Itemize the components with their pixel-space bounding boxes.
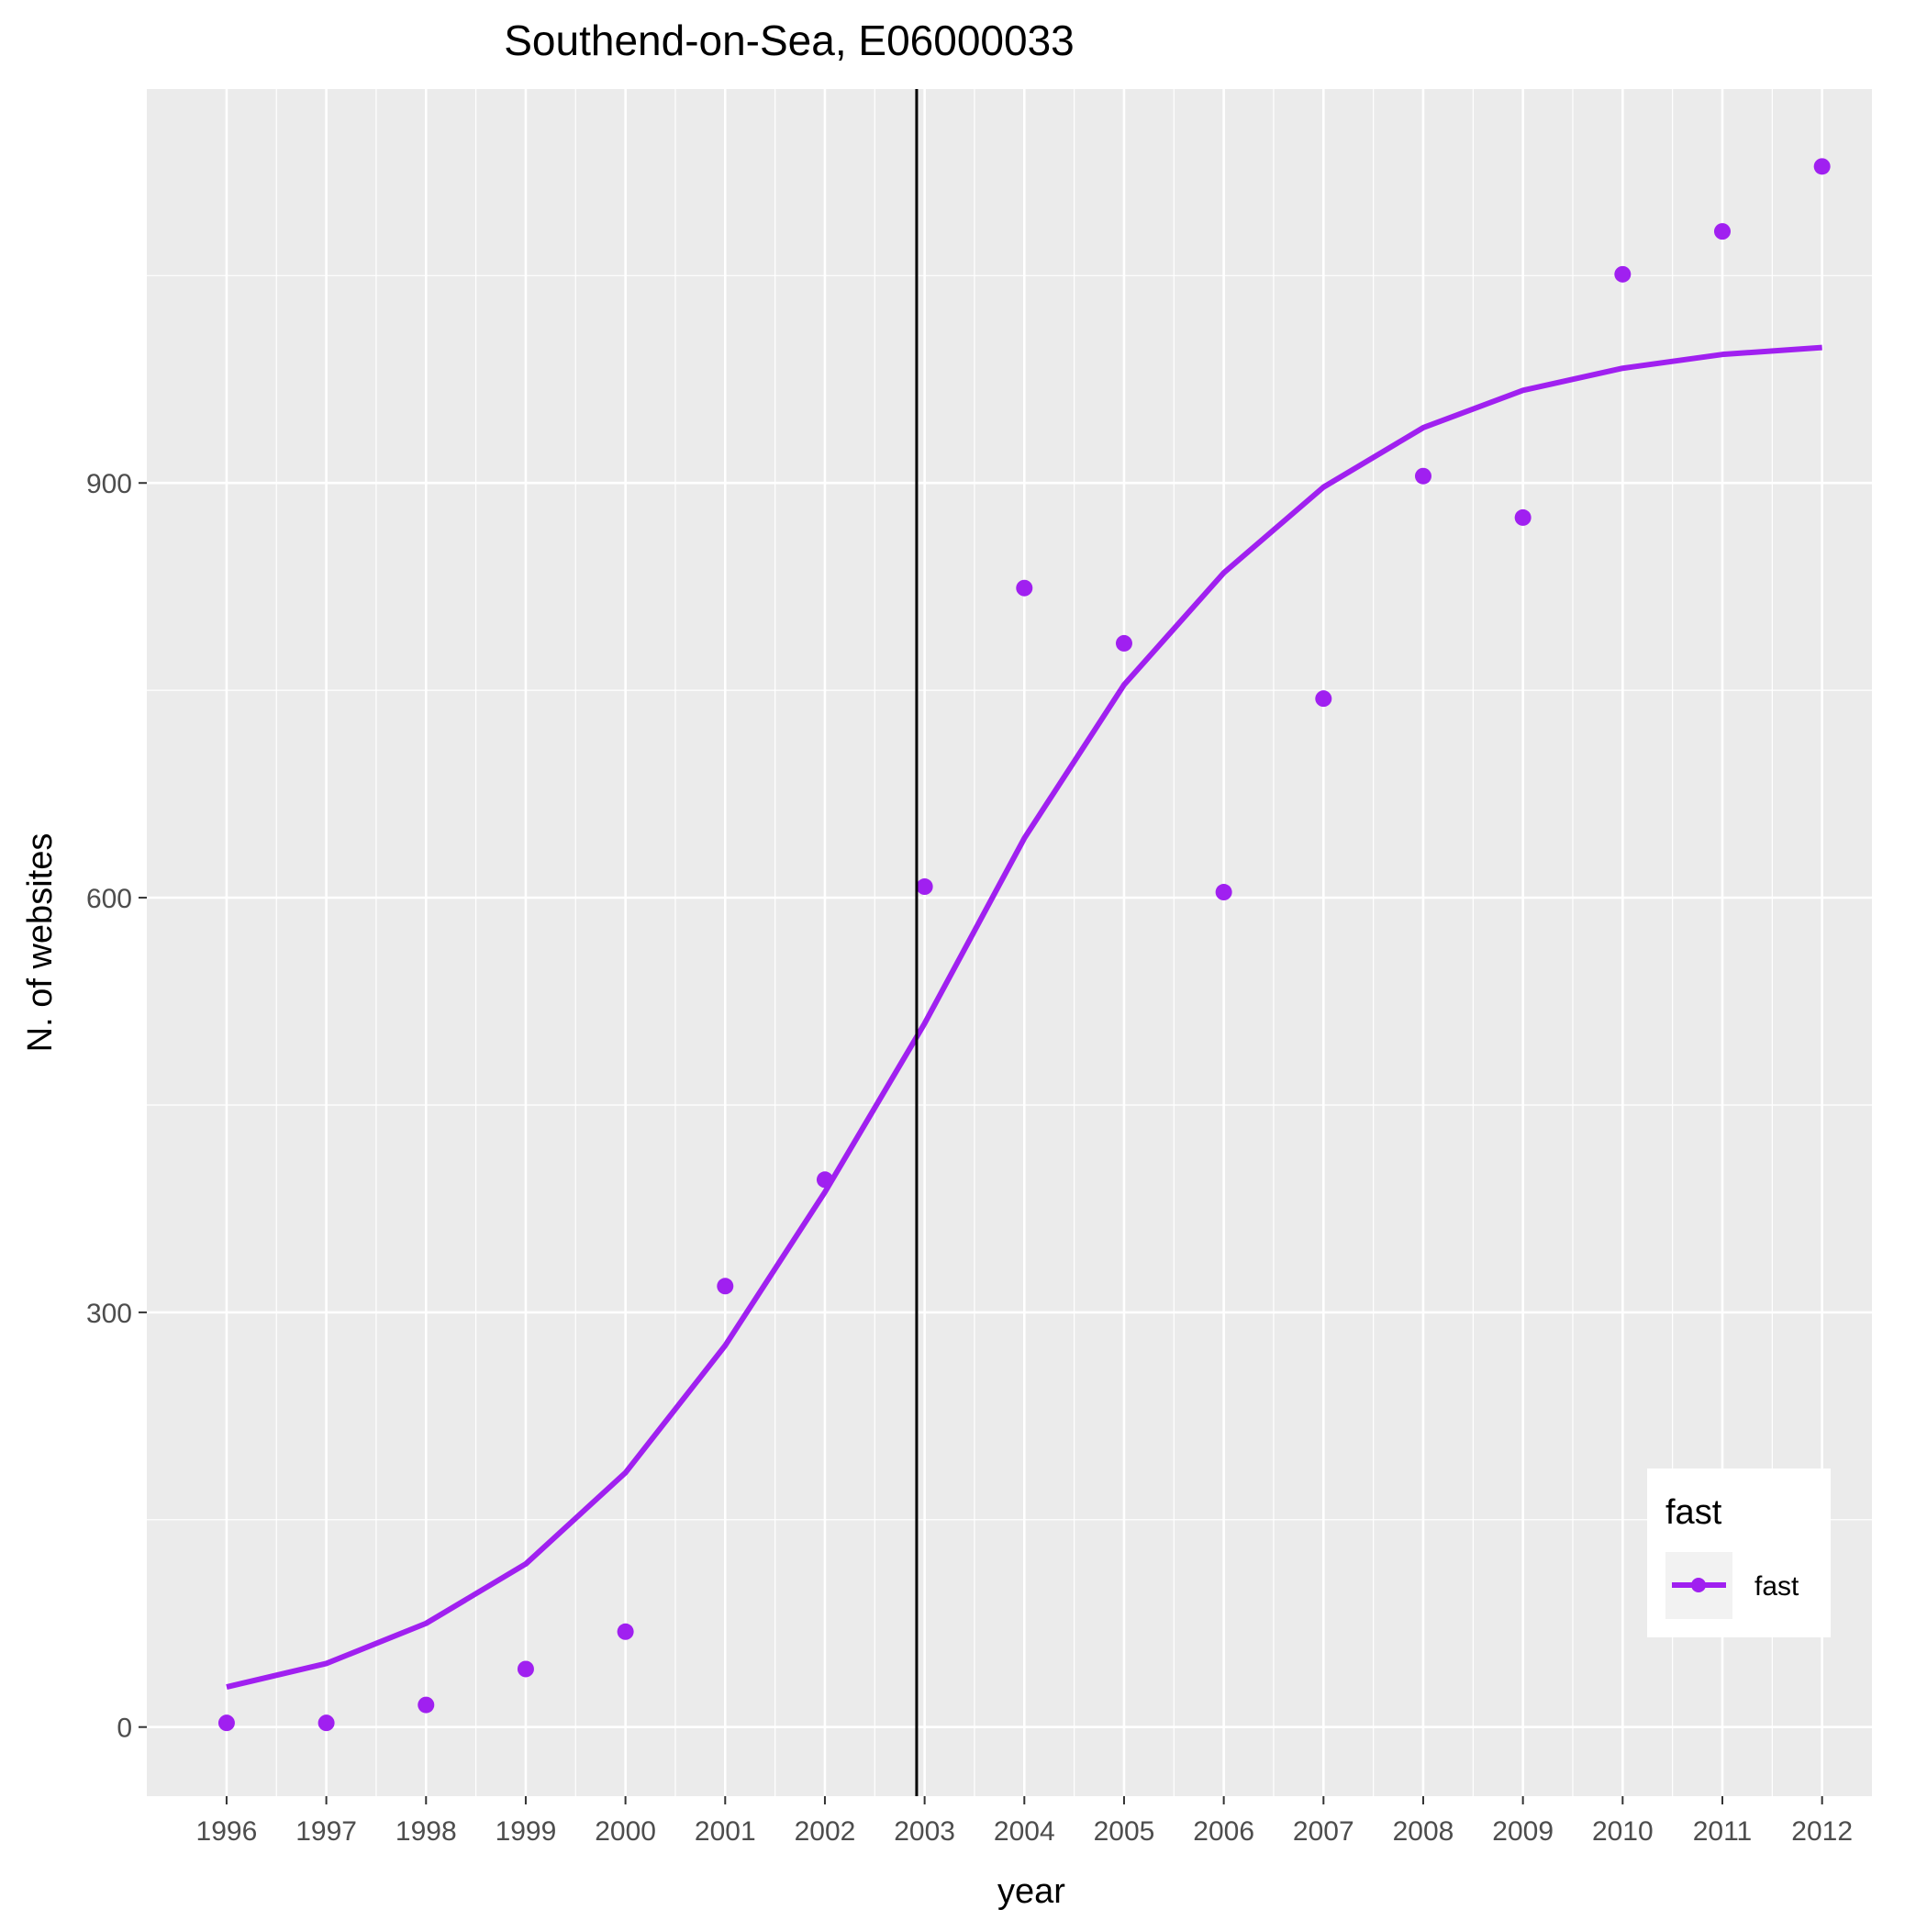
data-point xyxy=(418,1696,435,1714)
fit-line-group xyxy=(226,344,1822,1690)
legend-title: fast xyxy=(1665,1493,1722,1532)
x-tick-label: 2012 xyxy=(1791,1816,1853,1847)
axis-ticks xyxy=(139,482,1823,1804)
x-tick-label: 2006 xyxy=(1193,1816,1254,1847)
x-tick-label: 1999 xyxy=(496,1816,557,1847)
data-point xyxy=(1115,634,1132,652)
data-point xyxy=(1514,508,1532,526)
legend: fast fast xyxy=(1647,1469,1831,1637)
points-group xyxy=(217,158,1831,1732)
fit-line-fast xyxy=(226,344,1822,1690)
x-tick-label: 1996 xyxy=(196,1816,258,1847)
x-tick-label: 2008 xyxy=(1393,1816,1454,1847)
data-point xyxy=(317,1714,335,1732)
x-tick-label: 1998 xyxy=(395,1816,457,1847)
y-tick-label: 300 xyxy=(86,1299,132,1329)
data-point xyxy=(1414,467,1431,485)
x-tick-labels: 1996 1997 1998 1999 2000 2001 2002 2003 2004 2005… xyxy=(196,1816,1853,1847)
x-tick-label: 2005 xyxy=(1094,1816,1155,1847)
x-tick-label: 2004 xyxy=(994,1816,1055,1847)
x-tick-label: 2011 xyxy=(1693,1816,1753,1847)
x-tick-label: 2009 xyxy=(1492,1816,1554,1847)
data-point xyxy=(1016,579,1033,597)
x-tick-label: 1997 xyxy=(295,1816,357,1847)
chart-title: Southend-on-Sea, E06000033 xyxy=(504,17,1075,64)
grid-major xyxy=(147,89,1872,1796)
data-point xyxy=(517,1660,534,1678)
data-point xyxy=(1813,158,1831,175)
x-tick-label: 2000 xyxy=(595,1816,656,1847)
legend-key-point xyxy=(1691,1578,1706,1592)
plot-panel xyxy=(147,89,1872,1796)
legend-label-fast: fast xyxy=(1754,1571,1799,1602)
data-point xyxy=(1215,884,1232,901)
data-point xyxy=(617,1623,634,1640)
x-tick-label: 2001 xyxy=(695,1816,756,1847)
grid-minor xyxy=(147,89,1872,1796)
x-tick-label: 2010 xyxy=(1592,1816,1654,1847)
data-point xyxy=(1614,265,1632,283)
y-tick-labels: 0 300 600 900 xyxy=(86,469,132,1743)
y-tick-label: 600 xyxy=(86,884,132,914)
data-point xyxy=(916,878,933,896)
x-tick-label: 2003 xyxy=(894,1816,955,1847)
data-point xyxy=(816,1171,833,1189)
data-point xyxy=(217,1714,235,1732)
x-tick-label: 2002 xyxy=(795,1816,856,1847)
y-axis-title: N. of websites xyxy=(21,833,60,1053)
y-tick-label: 900 xyxy=(86,469,132,499)
data-point xyxy=(1713,223,1731,240)
data-point xyxy=(717,1278,734,1295)
x-tick-label: 2007 xyxy=(1293,1816,1354,1847)
y-tick-label: 0 xyxy=(117,1714,132,1744)
x-axis-title: year xyxy=(997,1872,1065,1911)
data-point xyxy=(1315,690,1332,708)
